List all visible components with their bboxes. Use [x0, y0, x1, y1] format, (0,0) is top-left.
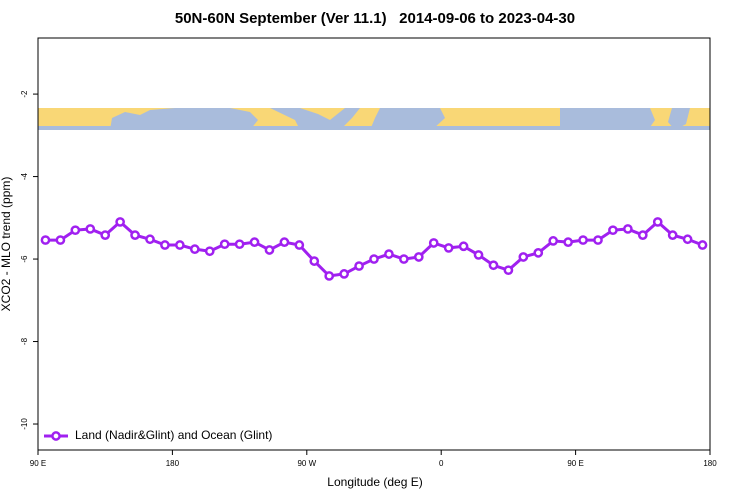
legend-label: Land (Nadir&Glint) and Ocean (Glint): [75, 428, 272, 442]
data-point: [189, 244, 200, 255]
data-point: [682, 234, 693, 245]
data-point: [473, 250, 484, 260]
data-point: [145, 234, 155, 245]
data-point: [399, 254, 409, 264]
x-tick-label: 0: [439, 459, 444, 468]
data-point: [533, 248, 544, 258]
data-point: [593, 235, 603, 245]
plot-frame: [37, 37, 711, 451]
chart-title: 50N-60N September (Ver 11.1) 2014-09-06 …: [175, 10, 575, 27]
data-point: [578, 235, 588, 245]
x-tick-label: 90 W: [297, 459, 316, 468]
data-point: [100, 230, 111, 240]
map-band: [38, 108, 710, 130]
data-point: [458, 241, 469, 252]
y-tick-label: -2: [20, 90, 29, 98]
data-point: [40, 235, 51, 245]
data-point: [204, 246, 215, 257]
x-tick-label: 180: [703, 459, 717, 468]
data-point: [548, 236, 559, 246]
y-tick-label: -8: [20, 337, 29, 345]
data-point: [175, 240, 185, 250]
x-tick-label: 90 E: [567, 459, 583, 468]
x-axis-label: Longitude (deg E): [327, 475, 422, 489]
series-line: [45, 219, 704, 278]
data-point: [413, 252, 424, 262]
data-point: [130, 230, 140, 240]
data-point: [488, 260, 499, 271]
data-point: [637, 230, 648, 240]
data-point: [294, 240, 305, 250]
data-point: [443, 243, 454, 253]
y-axis-label: XCO2 - MLO trend (ppm): [0, 177, 13, 312]
data-point: [70, 225, 81, 236]
legend-marker: [51, 431, 61, 441]
data-point: [219, 239, 230, 250]
data-point: [652, 217, 663, 227]
data-point: [55, 235, 66, 245]
data-point: [160, 240, 170, 250]
data-point: [369, 254, 379, 264]
y-tick-label: -4: [20, 172, 29, 180]
data-point: [608, 225, 618, 236]
data-point: [428, 238, 439, 248]
data-point: [667, 230, 678, 240]
x-tick-label: 180: [166, 459, 180, 468]
y-tick-label: -6: [20, 255, 29, 263]
data-point: [115, 217, 125, 227]
y-tick-label: -10: [20, 418, 29, 430]
data-point: [324, 271, 335, 281]
data-point: [354, 261, 364, 271]
data-point: [279, 237, 290, 247]
data-point: [309, 256, 320, 266]
data-point: [85, 224, 96, 234]
data-point: [249, 237, 260, 247]
data-point: [384, 249, 394, 259]
data-point: [563, 237, 573, 247]
data-point: [623, 224, 633, 234]
data-point: [339, 269, 349, 279]
data-point: [503, 265, 514, 276]
data-point: [697, 240, 708, 250]
x-tick-label: 90 E: [30, 459, 46, 468]
data-point: [518, 252, 529, 262]
data-point: [234, 239, 245, 250]
data-point: [264, 245, 275, 255]
